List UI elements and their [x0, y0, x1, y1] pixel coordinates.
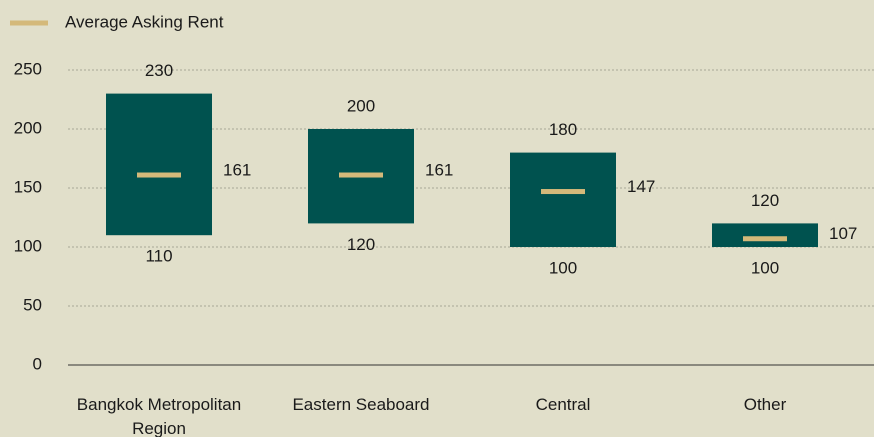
low-label: 100: [549, 258, 577, 277]
x-tick-label-box: Eastern Seaboard: [292, 395, 430, 414]
average-label: 107: [829, 224, 857, 243]
y-tick-label: 150: [14, 177, 42, 196]
high-label: 200: [347, 96, 375, 115]
low-label: 100: [751, 258, 779, 277]
high-label: 230: [145, 61, 173, 80]
high-label: 120: [751, 191, 779, 210]
y-tick-label: 50: [23, 295, 42, 314]
range-bar: [106, 93, 212, 236]
x-tick-label-box: Bangkok Metropolitan Region: [76, 395, 242, 437]
low-label: 110: [145, 247, 172, 266]
average-label: 147: [627, 177, 655, 196]
x-tick-label: Central: [535, 395, 591, 414]
y-tick-label: 100: [14, 236, 42, 255]
low-label: 120: [347, 235, 375, 254]
y-tick-label: 0: [33, 354, 42, 373]
average-label: 161: [223, 161, 251, 180]
y-tick-label: 200: [14, 118, 42, 137]
x-tick-label: Eastern Seaboard: [292, 395, 430, 414]
high-label: 180: [549, 120, 577, 139]
average-marker: [137, 172, 181, 178]
x-tick-label: Bangkok Metropolitan Region: [76, 395, 242, 437]
legend-label: Average Asking Rent: [65, 12, 224, 31]
average-label: 161: [425, 161, 453, 180]
range-bar: [510, 152, 616, 247]
average-marker: [339, 172, 383, 178]
x-tick-label: Other: [743, 395, 787, 414]
average-marker: [743, 236, 787, 242]
y-tick-label: 250: [14, 59, 42, 78]
range-bar: [712, 223, 818, 247]
x-tick-label-box: Central: [535, 395, 591, 414]
average-marker: [541, 189, 585, 195]
x-tick-label-box: Other: [743, 395, 787, 414]
